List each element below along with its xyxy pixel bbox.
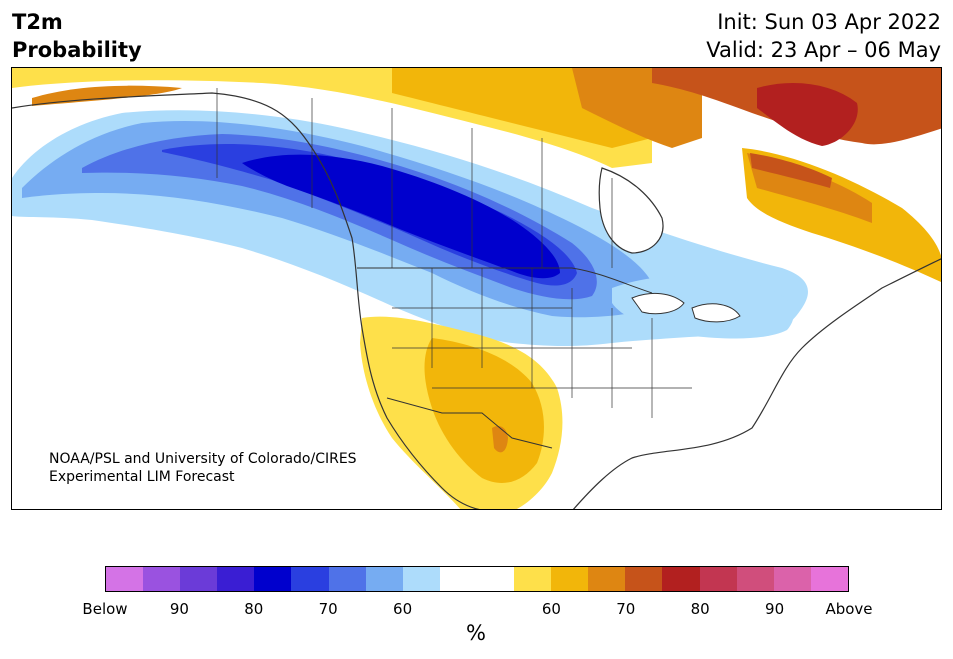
- border-us-canada: [357, 267, 653, 294]
- colorbar-segment: [365, 567, 403, 591]
- warm-southwest-65: [424, 338, 544, 483]
- colorbar-segment: [625, 567, 663, 591]
- map-title: T2m Probability: [12, 8, 142, 64]
- colorbar-segment: [254, 567, 292, 591]
- colorbar-tick-label: 90: [169, 600, 189, 618]
- title-line-1: T2m: [12, 10, 63, 34]
- init-date: Init: Sun 03 Apr 2022: [717, 10, 941, 34]
- colorbar-segment: [810, 567, 848, 591]
- colorbar-tick-label: 60: [393, 600, 413, 618]
- colorbar-segment: [217, 567, 255, 591]
- credit-line-2: Experimental LIM Forecast: [49, 469, 235, 485]
- colorbar-tick-label: 80: [244, 600, 264, 618]
- colorbar-segment: [773, 567, 811, 591]
- credit-line-1: NOAA/PSL and University of Colorado/CIRE…: [49, 451, 357, 467]
- colorbar: [105, 566, 849, 592]
- colorbar-segment: [291, 567, 329, 591]
- warm-southwest-70: [492, 426, 508, 453]
- colorbar-unit: %: [466, 621, 486, 645]
- colorbar-segment: [439, 567, 477, 591]
- cold-90: [242, 154, 560, 279]
- hudson-bay: [598, 167, 664, 254]
- valid-range: Valid: 23 Apr – 06 May: [706, 38, 941, 62]
- colorbar-tick-label: 70: [616, 600, 636, 618]
- colorbar-segment: [736, 567, 774, 591]
- border-us-mexico: [386, 397, 553, 449]
- colorbar-ticks: Below 90 80 70 60 60 70 80 90 Above: [82, 600, 872, 620]
- province-lines: [216, 88, 613, 268]
- colorbar-tick-label: Below: [82, 600, 128, 618]
- coastline-east: [572, 258, 941, 509]
- colorbar-segment: [328, 567, 366, 591]
- colorbar-segment: [476, 567, 515, 591]
- colorbar-segment: [143, 567, 181, 591]
- colorbar-segment: [699, 567, 737, 591]
- colorbar-tick-label: Above: [825, 600, 873, 618]
- colorbar-segment: [551, 567, 589, 591]
- colorbar-tick-label: 70: [318, 600, 338, 618]
- map-svg: [12, 68, 941, 509]
- data-credit: NOAA/PSL and University of Colorado/CIRE…: [49, 450, 357, 486]
- colorbar-tick-label: 60: [541, 600, 561, 618]
- colorbar-segment: [180, 567, 218, 591]
- colorbar-segment: [662, 567, 700, 591]
- coastline-west: [12, 92, 480, 509]
- colorbar-segment: [106, 567, 144, 591]
- colorbar-segment: [588, 567, 626, 591]
- probability-map: [11, 67, 942, 510]
- warm-east-canada-75: [750, 153, 832, 188]
- forecast-dates: Init: Sun 03 Apr 2022 Valid: 23 Apr – 06…: [706, 8, 941, 64]
- colorbar-segment: [514, 567, 552, 591]
- warm-band-north-70: [572, 68, 702, 148]
- state-lines: [392, 268, 692, 418]
- great-lakes: [631, 292, 741, 323]
- colorbar-tick-label: 80: [690, 600, 710, 618]
- colorbar-segment: [402, 567, 440, 591]
- title-line-2: Probability: [12, 38, 142, 62]
- warm-greenland-80: [757, 83, 858, 146]
- colorbar-tick-label: 90: [765, 600, 785, 618]
